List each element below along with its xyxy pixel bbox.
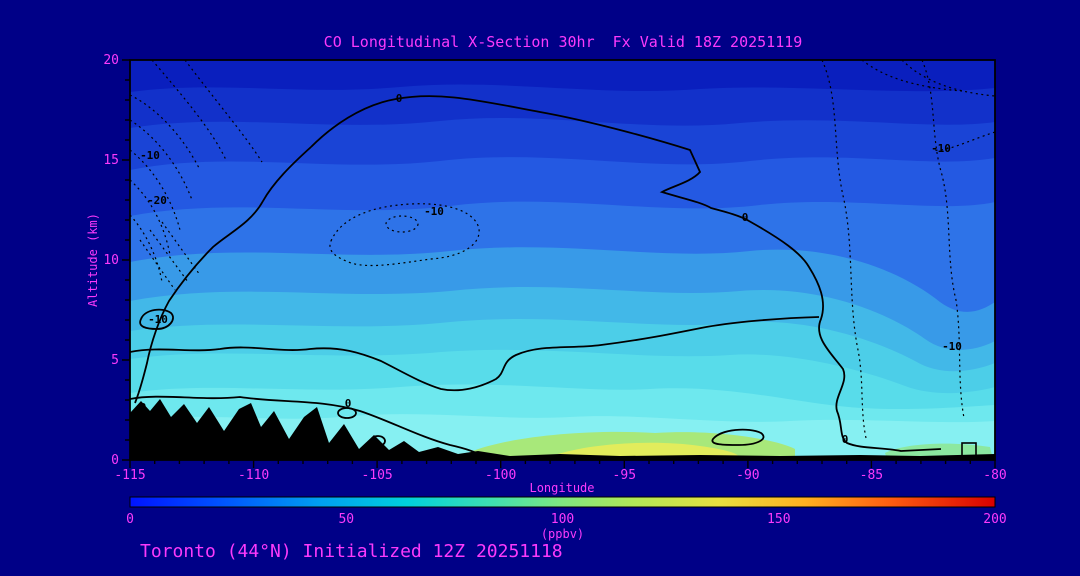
y-tick-label: 5 (111, 353, 119, 368)
initialization-caption: Toronto (44°N) Initialized 12Z 20251118 (140, 541, 563, 562)
y-tick-label: 15 (103, 153, 119, 168)
contour-right-3 (931, 131, 995, 151)
x-tick-label: -105 (361, 468, 392, 483)
colorbar-tick-label: 0 (126, 512, 134, 527)
contour-dotted-loop-minus10 (329, 203, 480, 267)
terrain-silhouette (130, 399, 995, 460)
contour-label-minus10-1: -10 (424, 205, 444, 218)
x-axis-minor-ticks (154, 460, 971, 464)
x-tick-label: -100 (485, 468, 516, 483)
contour-label-zero-3: 0 (842, 433, 849, 446)
dotted-contours (130, 60, 995, 439)
contour-label-minus10-5: -10 (942, 340, 962, 353)
fill-patch-yellow (555, 442, 739, 459)
contour-label-minus10-4: -10 (931, 142, 951, 155)
x-tick-label: -85 (860, 468, 883, 483)
contour-zero-lower (130, 316, 820, 392)
contour-fan-4 (130, 179, 171, 256)
contour-labels: 0 0 0 0 0 -10 -10 -20 -10 -10 -10 (140, 92, 962, 446)
contour-hatch-1 (139, 239, 176, 291)
contour-label-zero-1: 0 (396, 92, 403, 105)
contour-minus10-small-loop (139, 308, 174, 330)
y-tick-label: 20 (103, 53, 119, 68)
x-axis-major-ticks (129, 460, 996, 468)
x-tick-label: -90 (736, 468, 759, 483)
contour-label-zero-5: 0 (345, 397, 352, 410)
contour-label-zero-2: 0 (742, 211, 749, 224)
contour-dotted-inner (385, 215, 419, 233)
contour-fan-6 (151, 60, 227, 161)
x-tick-label: -110 (238, 468, 269, 483)
y-axis-major-ticks (122, 59, 130, 461)
contour-right-4 (901, 60, 995, 97)
contour-small-loop-3 (711, 428, 765, 446)
contour-fan-5 (130, 214, 163, 283)
contour-label-minus20-1: -20 (147, 194, 167, 207)
colorbar: 0 50 100 150 200 (ppbv) (126, 496, 1007, 541)
contour-right-1 (821, 60, 867, 439)
colorbar-units-label: (ppbv) (541, 527, 584, 541)
y-tick-label: 0 (111, 453, 119, 468)
y-axis-minor-ticks (125, 79, 130, 441)
colorbar-tick-label: 100 (551, 512, 574, 527)
colorbar-tick-label: 50 (338, 512, 354, 527)
x-axis-labels: -115 -110 -105 -100 -95 -90 -85 -80 (114, 468, 1006, 483)
colorbar-tick-label: 200 (983, 512, 1006, 527)
contour-label-minus10-3: -10 (148, 313, 168, 326)
solid-contours (130, 95, 942, 458)
y-axis-labels: 20 15 10 5 0 (103, 53, 119, 468)
contour-fan-7 (184, 60, 263, 163)
x-tick-label: -115 (114, 468, 145, 483)
x-tick-label: -80 (983, 468, 1006, 483)
station-marker-box (961, 442, 977, 457)
page-title: CO Longitudinal X-Section 30hr Fx Valid … (324, 33, 803, 51)
x-tick-label: -95 (613, 468, 636, 483)
y-tick-label: 10 (103, 253, 119, 268)
contour-label-minus10-2: -10 (140, 149, 160, 162)
contour-zero-main (310, 95, 942, 452)
contour-fan-2 (130, 119, 193, 201)
colorbar-tick-label: 150 (767, 512, 790, 527)
x-axis-title: Longitude (529, 481, 594, 495)
contour-zero-left-branch (134, 146, 312, 404)
contour-small-loop-1 (337, 407, 357, 419)
contour-label-zero-4: 0 (140, 401, 147, 414)
filled-contours: 0 0 0 0 0 -10 -10 -20 -10 -10 -10 (130, 60, 995, 460)
colorbar-gradient (129, 496, 996, 508)
y-axis-title: Altitude (km) (86, 213, 100, 307)
